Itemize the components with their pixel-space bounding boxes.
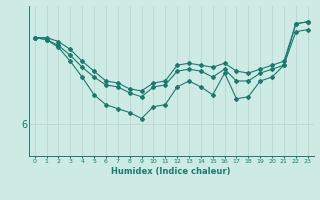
X-axis label: Humidex (Indice chaleur): Humidex (Indice chaleur) bbox=[111, 167, 231, 176]
